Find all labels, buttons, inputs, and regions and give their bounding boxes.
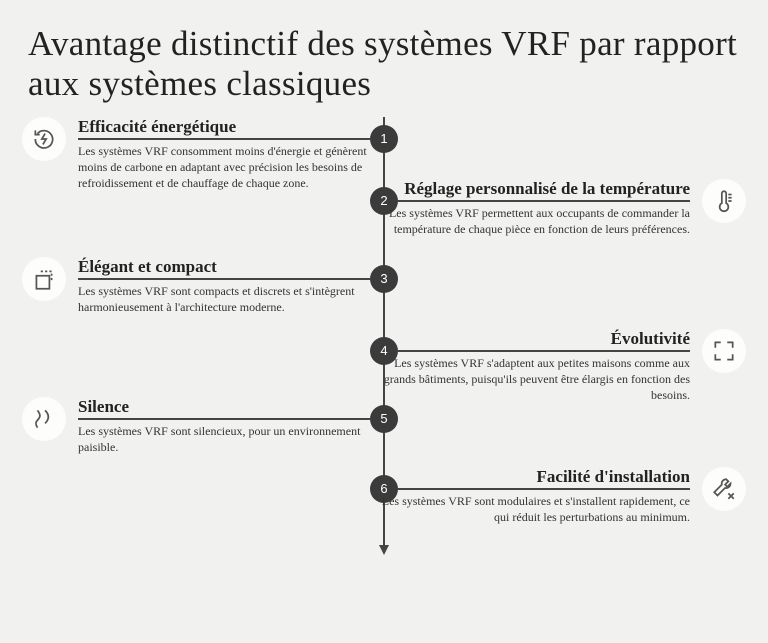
item-4-body: Les systèmes VRF s'adaptent aux petites …	[380, 355, 690, 404]
silence-icon	[22, 397, 66, 441]
item-1-body: Les systèmes VRF consomment moins d'éner…	[78, 143, 388, 192]
item-5: Silence Les systèmes VRF sont silencieux…	[78, 397, 388, 455]
expand-icon	[702, 329, 746, 373]
item-2: Réglage personnalisé de la température L…	[380, 179, 690, 237]
timeline: 1 Efficacité énergétique Les systèmes VR…	[0, 117, 768, 587]
compact-icon	[22, 257, 66, 301]
item-4-heading: Évolutivité	[380, 329, 690, 349]
item-6-heading: Facilité d'installation	[380, 467, 690, 487]
timeline-arrow	[379, 545, 389, 555]
item-6: Facilité d'installation Les systèmes VRF…	[380, 467, 690, 525]
energy-icon	[22, 117, 66, 161]
item-1: Efficacité énergétique Les systèmes VRF …	[78, 117, 388, 192]
item-3: Élégant et compact Les systèmes VRF sont…	[78, 257, 388, 315]
item-6-body: Les systèmes VRF sont modulaires et s'in…	[380, 493, 690, 525]
item-1-heading: Efficacité énergétique	[78, 117, 388, 137]
item-3-body: Les systèmes VRF sont compacts et discre…	[78, 283, 388, 315]
item-2-heading: Réglage personnalisé de la température	[380, 179, 690, 199]
item-4: Évolutivité Les systèmes VRF s'adaptent …	[380, 329, 690, 404]
thermo-icon	[702, 179, 746, 223]
page-title: Avantage distinctif des systèmes VRF par…	[0, 0, 768, 117]
tools-icon	[702, 467, 746, 511]
item-3-heading: Élégant et compact	[78, 257, 388, 277]
item-2-body: Les systèmes VRF permettent aux occupant…	[380, 205, 690, 237]
item-5-heading: Silence	[78, 397, 388, 417]
item-5-body: Les systèmes VRF sont silencieux, pour u…	[78, 423, 388, 455]
